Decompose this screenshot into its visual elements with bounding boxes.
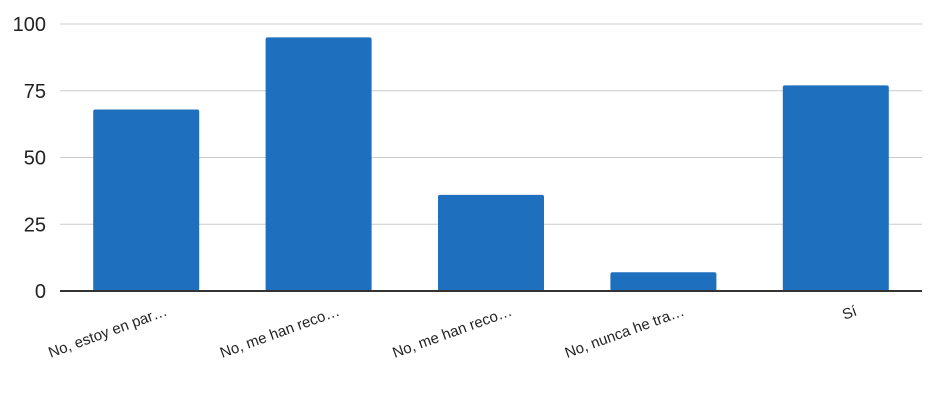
y-tick-label: 25 xyxy=(24,214,46,236)
y-tick-label: 50 xyxy=(24,148,46,170)
bars xyxy=(93,37,889,291)
bar[interactable] xyxy=(93,109,200,291)
x-tick-label: Sí xyxy=(840,303,860,324)
y-tick-label: 75 xyxy=(24,81,46,103)
bar[interactable] xyxy=(265,37,372,291)
bar[interactable] xyxy=(782,85,889,291)
y-tick-label: 100 xyxy=(13,14,46,36)
x-tick-labels: No, estoy en par… No, me han reco… No, me … xyxy=(46,303,860,362)
bar[interactable] xyxy=(610,272,717,291)
x-tick-label: No, estoy en par… xyxy=(46,303,169,362)
x-tick-label: No, me han reco… xyxy=(390,303,514,362)
bar[interactable] xyxy=(438,194,544,291)
y-tick-labels: 0 25 50 75 100 xyxy=(13,14,46,303)
x-tick-label: No, nunca he tra… xyxy=(563,303,687,362)
x-tick-label: No, me han reco… xyxy=(218,303,342,362)
y-tick-label: 0 xyxy=(35,281,46,303)
